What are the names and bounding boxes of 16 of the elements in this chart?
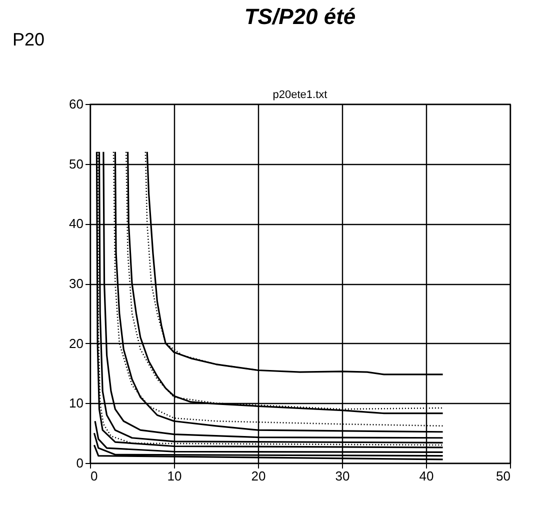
x-tick-label: 30 xyxy=(335,468,350,484)
x-tick-label: 50 xyxy=(496,468,510,484)
y-tick-label: 50 xyxy=(69,156,84,172)
chart-subtitle: p20ete1.txt xyxy=(272,89,328,101)
x-tick-label: 40 xyxy=(419,468,434,484)
chart-title: TS/P20 été xyxy=(244,4,356,29)
y-tick-label: 0 xyxy=(76,456,84,470)
y-tick-label: 30 xyxy=(69,276,84,291)
x-tick-label: 20 xyxy=(251,468,266,484)
x-tick-label: 10 xyxy=(167,468,182,484)
y-axis-title: P20 xyxy=(12,30,45,50)
y-tick-label: 20 xyxy=(69,336,84,351)
y-tick-label: 10 xyxy=(69,396,84,411)
y-tick-label: 60 xyxy=(69,96,84,112)
x-tick-label: 0 xyxy=(90,468,98,484)
y-tick-label: 40 xyxy=(69,216,84,232)
